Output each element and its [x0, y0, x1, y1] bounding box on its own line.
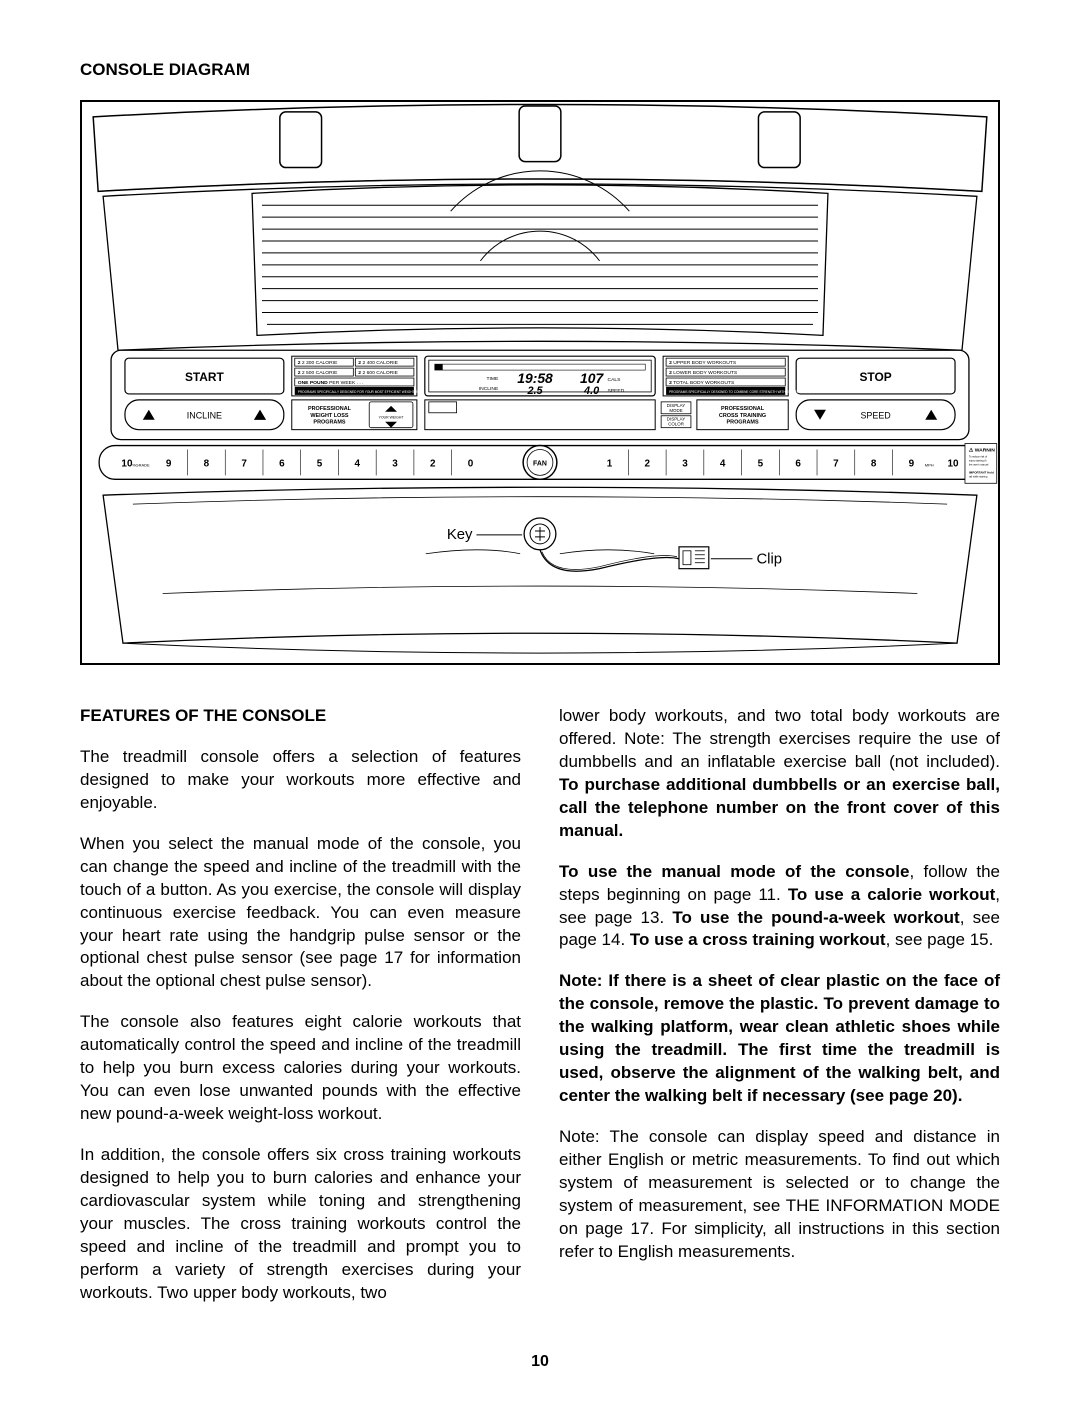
svg-text:6: 6 [279, 458, 285, 469]
para-l2: When you select the manual mode of the c… [80, 833, 521, 994]
svg-text:rail while starting: rail while starting [969, 475, 988, 478]
svg-text:9: 9 [909, 458, 915, 469]
stop-label: STOP [860, 370, 892, 384]
svg-text:PROGRAMS: PROGRAMS [726, 420, 758, 426]
svg-text:PROGRAMS: PROGRAMS [313, 420, 345, 426]
svg-text:8: 8 [204, 458, 210, 469]
svg-text:PROFESSIONAL: PROFESSIONAL [721, 406, 765, 412]
svg-text:PROFESSIONAL: PROFESSIONAL [308, 406, 352, 412]
svg-text:0: 0 [468, 458, 474, 469]
svg-text:FAN: FAN [533, 460, 547, 467]
para-l4: In addition, the console offers six cros… [80, 1144, 521, 1305]
right-column: lower body workouts, and two total body … [559, 705, 1000, 1323]
console-illustration: START STOP 2 2 300 CALORIE 2 2 400 CALOR… [82, 102, 998, 663]
svg-text:SPEED: SPEED [860, 411, 891, 421]
svg-text:4.0: 4.0 [583, 385, 599, 397]
svg-text:ONE POUND PER WEEK . . .: ONE POUND PER WEEK . . . [298, 380, 364, 386]
body-columns: FEATURES OF THE CONSOLE The treadmill co… [80, 705, 1000, 1323]
svg-text:7: 7 [241, 458, 247, 469]
svg-text:107: 107 [580, 370, 604, 386]
left-column: FEATURES OF THE CONSOLE The treadmill co… [80, 705, 521, 1323]
svg-text:IMPORTANT Hold: IMPORTANT Hold [969, 470, 994, 474]
para-l1: The treadmill console offers a selection… [80, 746, 521, 815]
svg-text:PROGRAMS SPECIFICALLY DESIGNED: PROGRAMS SPECIFICALLY DESIGNED TO COMBIN… [669, 390, 806, 394]
svg-text:WEIGHT LOSS: WEIGHT LOSS [310, 413, 349, 419]
svg-text:7: 7 [833, 458, 839, 469]
svg-text:COLOR: COLOR [668, 422, 685, 427]
svg-text:2 TOTAL BODY WORKOUTS: 2 TOTAL BODY WORKOUTS [669, 380, 735, 386]
svg-text:10: 10 [948, 458, 960, 469]
svg-text:8: 8 [871, 458, 877, 469]
svg-text:2 LOWER BODY WORKOUTS: 2 LOWER BODY WORKOUTS [669, 370, 738, 376]
svg-text:2 2 400 CALORIE: 2 2 400 CALORIE [358, 360, 398, 366]
svg-text:5: 5 [758, 458, 764, 469]
svg-text:CROSS TRAINING: CROSS TRAINING [719, 413, 766, 419]
svg-text:2: 2 [644, 458, 650, 469]
svg-text:SPEED: SPEED [608, 388, 625, 394]
section-title: CONSOLE DIAGRAM [80, 60, 1000, 80]
para-r1: lower body workouts, and two total body … [559, 705, 1000, 843]
svg-text:INCLINE: INCLINE [187, 411, 222, 421]
svg-text:2 UPPER BODY WORKOUTS: 2 UPPER BODY WORKOUTS [669, 360, 737, 366]
svg-text:1: 1 [607, 458, 613, 469]
start-label: START [185, 370, 225, 384]
page-number: 10 [80, 1353, 1000, 1371]
svg-text:the user's manual: the user's manual [969, 463, 989, 466]
svg-text:injury starting th: injury starting th [969, 459, 987, 462]
svg-text:TIME: TIME [486, 376, 499, 382]
svg-text:3: 3 [682, 458, 688, 469]
svg-text:To reduce risk of: To reduce risk of [969, 455, 987, 458]
svg-text:%GRADE: %GRADE [132, 462, 150, 467]
features-title: FEATURES OF THE CONSOLE [80, 705, 521, 728]
svg-text:4: 4 [355, 458, 361, 469]
svg-text:3: 3 [392, 458, 398, 469]
svg-text:4: 4 [720, 458, 726, 469]
svg-text:INCLINE: INCLINE [479, 386, 499, 392]
clip-label: Clip [756, 552, 782, 568]
svg-text:MODE: MODE [669, 408, 682, 413]
svg-text:2 2 300 CALORIE: 2 2 300 CALORIE [298, 360, 338, 366]
console-diagram: START STOP 2 2 300 CALORIE 2 2 400 CALOR… [80, 100, 1000, 665]
svg-text:19:58: 19:58 [517, 370, 553, 386]
key-label: Key [447, 527, 473, 543]
svg-text:⚠ WARNIN: ⚠ WARNIN [969, 448, 995, 454]
para-l3: The console also features eight calorie … [80, 1011, 521, 1126]
svg-text:2.5: 2.5 [526, 385, 543, 397]
svg-text:MPH: MPH [925, 462, 934, 467]
svg-text:6: 6 [795, 458, 801, 469]
para-r4: Note: The console can display speed and … [559, 1126, 1000, 1264]
svg-text:5: 5 [317, 458, 323, 469]
svg-text:2 2 600 CALORIE: 2 2 600 CALORIE [358, 370, 398, 376]
svg-text:CALS: CALS [608, 377, 622, 383]
svg-text:2: 2 [430, 458, 436, 469]
svg-text:YOUR WEIGHT: YOUR WEIGHT [379, 416, 405, 420]
para-r2: To use the manual mode of the console, f… [559, 861, 1000, 953]
svg-text:2 2 500 CALORIE: 2 2 500 CALORIE [298, 370, 338, 376]
para-r3: Note: If there is a sheet of clear plast… [559, 970, 1000, 1108]
svg-text:9: 9 [166, 458, 172, 469]
